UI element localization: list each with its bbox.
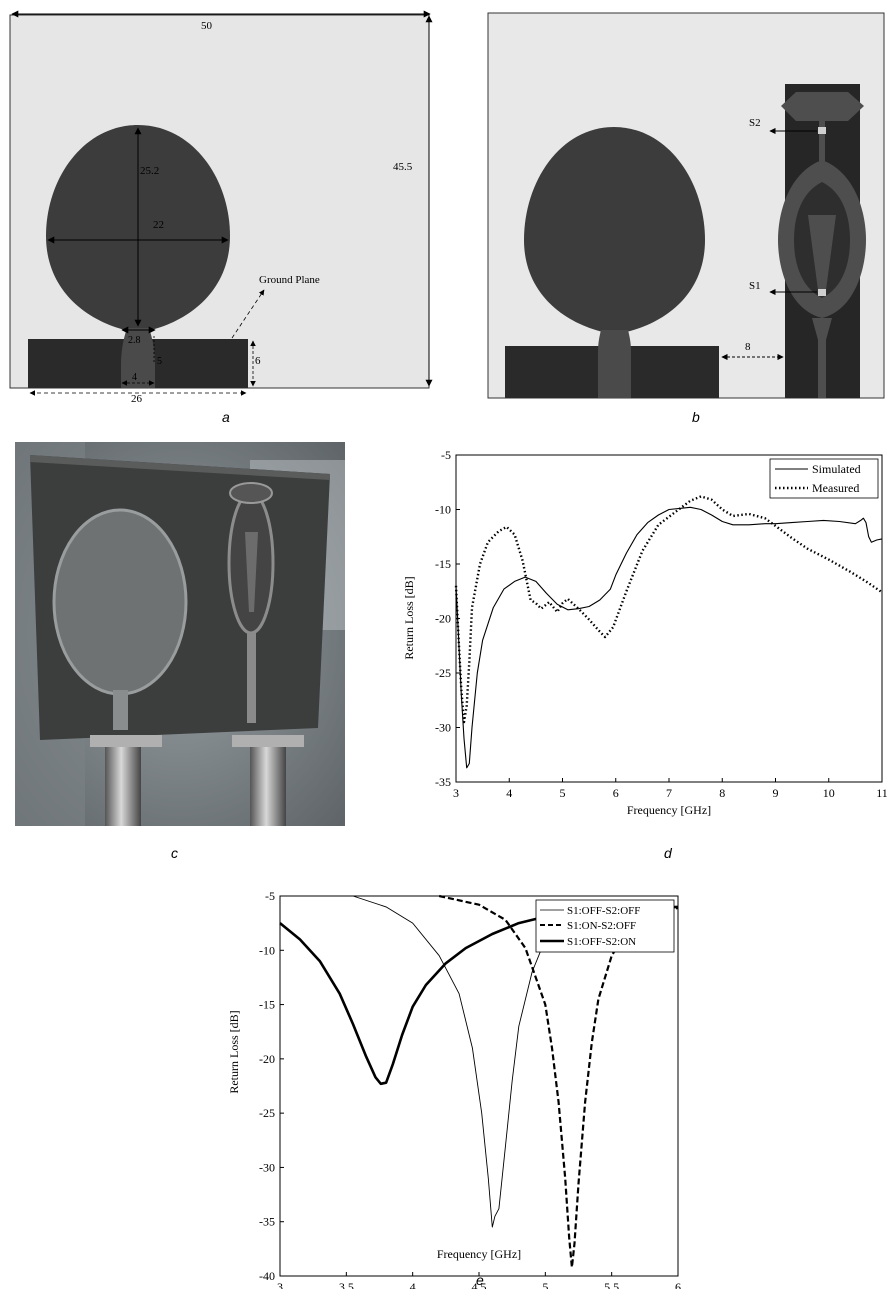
y-tick-label: -25 bbox=[259, 1106, 275, 1120]
panel-b: S2 S1 8 b bbox=[487, 12, 885, 425]
y-tick-label: -10 bbox=[435, 503, 451, 517]
panel-d: 3 4 5 6 7 8 9 10 11 -5 -10 -15 -20 -25 -30 -35 Frequenc… bbox=[402, 448, 888, 861]
chart-d-ticks: 3 4 5 6 7 8 9 10 11 -5 -10 -15 -20 -25 -30 -35 bbox=[435, 448, 888, 800]
ground-plane-pointer bbox=[231, 289, 265, 339]
y-tick-label: -5 bbox=[265, 889, 275, 903]
caption-c: c bbox=[171, 845, 178, 861]
photo-sma-flange-left bbox=[90, 735, 162, 747]
legend-measured-label: Measured bbox=[812, 481, 859, 495]
ground-width-label: 26 bbox=[131, 393, 143, 405]
lower-feed-line bbox=[812, 318, 832, 398]
series-line-simulated bbox=[455, 506, 883, 769]
panel-a: 50 45.5 25.2 22 2.8 5 6 4 26 Ground Plan… bbox=[9, 10, 433, 425]
legend-off-off-label: S1:OFF-S2:OFF bbox=[567, 905, 640, 917]
x-tick-label: 10 bbox=[823, 786, 835, 800]
series-line-measured bbox=[454, 495, 883, 724]
x-tick-label: 4 bbox=[506, 786, 512, 800]
caption-a: a bbox=[222, 409, 230, 425]
chart-d-xlabel: Frequency [GHz] bbox=[627, 803, 711, 817]
s2-label: S2 bbox=[749, 117, 761, 129]
width-dimension-label: 50 bbox=[201, 20, 213, 32]
ground-height-label: 6 bbox=[255, 355, 261, 367]
legend-simulated-label: Simulated bbox=[812, 462, 861, 476]
y-tick-label: -35 bbox=[435, 775, 451, 789]
caption-b: b bbox=[692, 409, 700, 425]
photo-sma-right bbox=[250, 747, 286, 826]
ground-plane-label: Ground Plane bbox=[259, 274, 320, 286]
x-tick-label: 4 bbox=[410, 1280, 416, 1289]
legend-on-off-label: S1:ON-S2:OFF bbox=[567, 920, 636, 932]
y-tick-label: -15 bbox=[435, 557, 451, 571]
tapered-stub bbox=[808, 215, 836, 290]
feed-line-a bbox=[121, 328, 155, 388]
neck-label: 2.8 bbox=[128, 335, 141, 346]
x-tick-label: 5.5 bbox=[604, 1280, 619, 1289]
x-tick-label: 3 bbox=[277, 1280, 283, 1289]
x-tick-label: 5 bbox=[542, 1280, 548, 1289]
chart-e-xlabel: Frequency [GHz] bbox=[437, 1247, 521, 1261]
y-tick-label: -30 bbox=[259, 1160, 275, 1174]
switch-s1 bbox=[818, 289, 826, 296]
chart-d-plot-area bbox=[455, 454, 883, 783]
x-tick-label: 5 bbox=[560, 786, 566, 800]
y-tick-label: -20 bbox=[259, 1052, 275, 1066]
chart-e-plot-area bbox=[279, 895, 679, 1277]
y-tick-label: -30 bbox=[435, 721, 451, 735]
chart-e-legend: S1:OFF-S2:OFF S1:ON-S2:OFF S1:OFF-S2:ON bbox=[535, 899, 675, 953]
photo-feed bbox=[113, 690, 128, 730]
caption-d: d bbox=[664, 845, 673, 861]
chart-e-ticks: 3 3.5 4 4.5 5 5.5 6 -5 -10 -15 -20 -25 -30 -35 -40 bbox=[259, 889, 681, 1289]
height-dimension-label: 45.5 bbox=[393, 161, 413, 173]
patch-width-label: 22 bbox=[153, 219, 164, 231]
elliptical-patch-b bbox=[524, 127, 705, 332]
photo-board-edge bbox=[30, 455, 330, 480]
chart-d-legend: Simulated Measured bbox=[769, 458, 879, 499]
s1-label: S1 bbox=[749, 280, 761, 292]
photo-filter-stub bbox=[245, 532, 258, 612]
photo-sma-left bbox=[105, 747, 141, 826]
y-tick-label: -25 bbox=[435, 666, 451, 680]
y-tick-label: -15 bbox=[259, 998, 275, 1012]
y-tick-label: -5 bbox=[441, 448, 451, 462]
x-tick-label: 8 bbox=[719, 786, 725, 800]
photo-filter-top bbox=[229, 482, 273, 504]
gap-label: 8 bbox=[745, 341, 751, 353]
x-tick-label: 4.5 bbox=[472, 1280, 487, 1289]
feed-length-label: 5 bbox=[157, 356, 162, 367]
feed-line-b bbox=[598, 330, 631, 398]
y-tick-label: -40 bbox=[259, 1269, 275, 1283]
switch-s2 bbox=[818, 127, 826, 134]
photo-patch bbox=[52, 508, 188, 696]
x-tick-label: 7 bbox=[666, 786, 672, 800]
panel-c: c bbox=[15, 442, 345, 861]
x-tick-label: 6 bbox=[613, 786, 619, 800]
feed-width-label: 4 bbox=[132, 372, 137, 383]
upper-connector-line bbox=[819, 121, 825, 161]
top-hexagon-stub bbox=[781, 92, 864, 121]
panel-e: 3 3.5 4 4.5 5 5.5 6 -5 -10 -15 -20 -25 -30 -35 -40 Fre… bbox=[227, 889, 681, 1289]
photo-sma-flange-right bbox=[232, 735, 304, 747]
photo-filter-feed bbox=[247, 633, 256, 723]
x-tick-label: 3.5 bbox=[339, 1280, 354, 1289]
chart-d-lines bbox=[454, 495, 883, 769]
chart-d-legend-box bbox=[769, 458, 879, 499]
chart-d-ylabel: Return Loss [dB] bbox=[402, 576, 416, 659]
chart-e-ylabel: Return Loss [dB] bbox=[227, 1010, 241, 1093]
x-tick-label: 6 bbox=[675, 1280, 681, 1289]
patch-height-label: 25.2 bbox=[140, 165, 159, 177]
legend-off-on-label: S1:OFF-S2:ON bbox=[567, 936, 636, 948]
caption-e: e bbox=[476, 1272, 484, 1288]
y-tick-label: -35 bbox=[259, 1215, 275, 1229]
y-tick-label: -20 bbox=[435, 612, 451, 626]
x-tick-label: 11 bbox=[876, 786, 888, 800]
y-tick-label: -10 bbox=[259, 943, 275, 957]
x-tick-label: 3 bbox=[453, 786, 459, 800]
x-tick-label: 9 bbox=[773, 786, 779, 800]
